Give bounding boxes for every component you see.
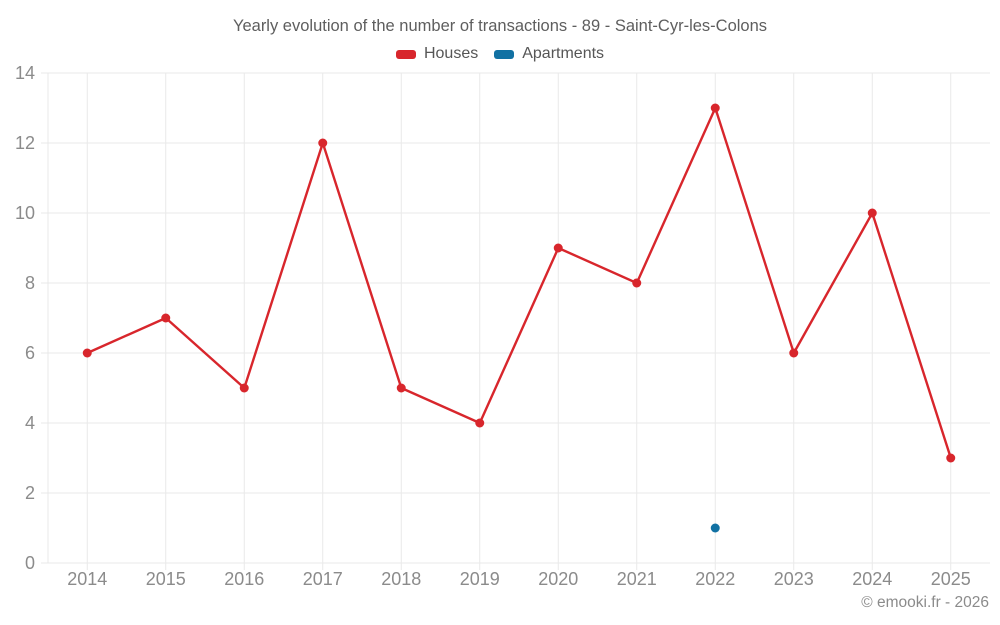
y-tick-label-6: 6 (25, 343, 35, 363)
houses-point-2014[interactable] (82, 348, 92, 358)
x-tick-label-2020: 2020 (538, 569, 578, 589)
houses-point-2017[interactable] (318, 138, 328, 148)
houses-point-2019[interactable] (475, 418, 485, 428)
chart-title: Yearly evolution of the number of transa… (232, 17, 768, 35)
apartments-legend-label: Apartments (522, 45, 605, 62)
houses-legend-label: Houses (423, 45, 479, 62)
x-tick-label-2019: 2019 (460, 569, 500, 589)
apartments-point-2022[interactable] (710, 523, 720, 533)
houses-point-2020[interactable] (553, 243, 563, 253)
x-tick-label-2017: 2017 (303, 569, 343, 589)
x-tick-label-2015: 2015 (146, 569, 186, 589)
y-tick-label-10: 10 (15, 203, 35, 223)
x-tick-label-2025: 2025 (931, 569, 971, 589)
x-tick-label-2014: 2014 (67, 569, 107, 589)
houses-point-2024[interactable] (867, 208, 877, 218)
legend: Houses Apartments (0, 45, 1000, 63)
houses-point-2021[interactable] (632, 278, 642, 288)
x-tick-label-2021: 2021 (617, 569, 657, 589)
houses-point-2023[interactable] (789, 348, 799, 358)
x-tick-label-2024: 2024 (852, 569, 892, 589)
houses-legend-swatch-icon (395, 49, 416, 59)
copyright-footer: © emooki.fr - 2026 (861, 594, 989, 611)
houses-point-2016[interactable] (239, 383, 249, 393)
houses-point-2025[interactable] (946, 453, 956, 463)
x-tick-label-2022: 2022 (695, 569, 735, 589)
apartments-legend-swatch-icon (494, 49, 515, 59)
legend-item-houses[interactable]: Houses (395, 45, 479, 63)
y-tick-label-12: 12 (15, 133, 35, 153)
houses-line (86, 106, 952, 460)
x-tick-label-2016: 2016 (224, 569, 264, 589)
x-tick-label-2018: 2018 (381, 569, 421, 589)
y-tick-label-14: 14 (15, 63, 35, 83)
houses-point-2018[interactable] (396, 383, 406, 393)
y-tick-label-0: 0 (25, 553, 35, 573)
y-tick-label-4: 4 (25, 413, 35, 433)
legend-item-apartments[interactable]: Apartments (494, 45, 604, 63)
houses-point-2022[interactable] (710, 103, 720, 113)
houses-point-2015[interactable] (161, 313, 171, 323)
y-tick-label-2: 2 (25, 483, 35, 503)
x-tick-label-2023: 2023 (774, 569, 814, 589)
y-tick-label-8: 8 (25, 273, 35, 293)
